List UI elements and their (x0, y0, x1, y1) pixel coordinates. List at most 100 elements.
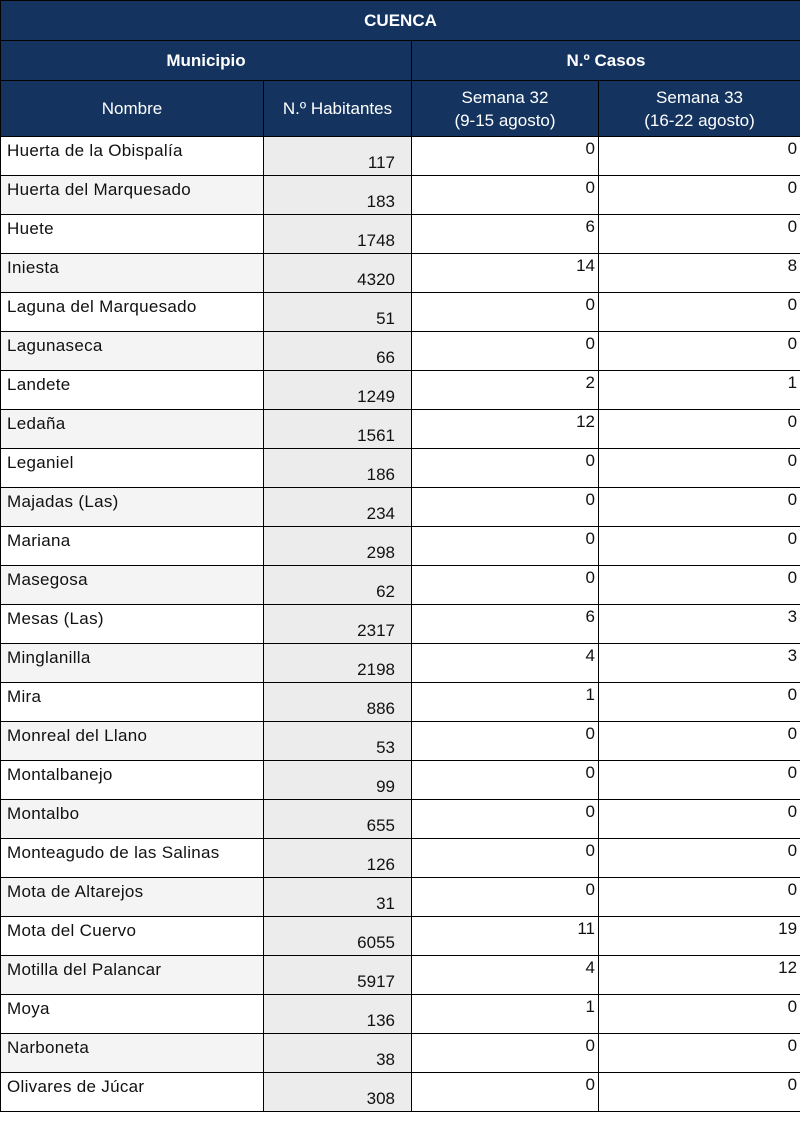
table-row: Masegosa 62 0 0 (0, 565, 800, 605)
cell-nombre: Ledaña (0, 409, 264, 449)
table-row: Ledaña 1561 12 0 (0, 409, 800, 449)
cell-semana-33: 0 (597, 526, 800, 566)
col-semana-33-range: (16-22 agosto) (644, 110, 755, 130)
cell-semana-32: 11 (411, 916, 599, 956)
table-row: Huerta del Marquesado 183 0 0 (0, 175, 800, 215)
table-row: Monreal del Llano 53 0 0 (0, 721, 800, 761)
cell-nombre: Huerta de la Obispalía (0, 136, 264, 176)
cell-semana-33: 0 (597, 799, 800, 839)
cell-semana-33: 0 (597, 721, 800, 761)
cell-habitantes: 66 (263, 331, 412, 371)
cell-semana-33: 8 (597, 253, 800, 293)
cell-semana-33: 0 (597, 838, 800, 878)
table-row: Majadas (Las) 234 0 0 (0, 487, 800, 527)
cell-nombre: Landete (0, 370, 264, 410)
cell-semana-32: 1 (411, 994, 599, 1034)
cell-semana-33: 0 (597, 292, 800, 332)
cell-habitantes: 1249 (263, 370, 412, 410)
cell-semana-32: 0 (411, 838, 599, 878)
cell-semana-32: 2 (411, 370, 599, 410)
cell-semana-32: 0 (411, 877, 599, 917)
cell-nombre: Minglanilla (0, 643, 264, 683)
cell-nombre: Mota del Cuervo (0, 916, 264, 956)
cell-semana-32: 0 (411, 799, 599, 839)
table-row: Mira 886 1 0 (0, 682, 800, 722)
col-semana-32-range: (9-15 agosto) (454, 110, 556, 130)
cell-nombre: Moya (0, 994, 264, 1034)
table-row: Laguna del Marquesado 51 0 0 (0, 292, 800, 332)
cell-habitantes: 234 (263, 487, 412, 527)
cell-semana-33: 0 (597, 331, 800, 371)
cell-habitantes: 136 (263, 994, 412, 1034)
table-row: Mota de Altarejos 31 0 0 (0, 877, 800, 917)
cell-habitantes: 5917 (263, 955, 412, 995)
cell-habitantes: 1748 (263, 214, 412, 254)
col-habitantes: N.º Habitantes (263, 80, 412, 137)
cell-nombre: Mota de Altarejos (0, 877, 264, 917)
cell-semana-33: 12 (597, 955, 800, 995)
col-semana-33-label: Semana 33 (656, 87, 743, 107)
cell-semana-32: 0 (411, 1072, 599, 1112)
table-row: Mesas (Las) 2317 6 3 (0, 604, 800, 644)
cell-nombre: Monteagudo de las Salinas (0, 838, 264, 878)
cell-semana-32: 6 (411, 604, 599, 644)
cell-habitantes: 53 (263, 721, 412, 761)
cell-nombre: Laguna del Marquesado (0, 292, 264, 332)
cell-semana-32: 0 (411, 526, 599, 566)
col-nombre: Nombre (0, 80, 264, 137)
cell-habitantes: 298 (263, 526, 412, 566)
cell-semana-33: 3 (597, 604, 800, 644)
table-row: Motilla del Palancar 5917 4 12 (0, 955, 800, 995)
table-row: Mariana 298 0 0 (0, 526, 800, 566)
cell-semana-33: 0 (597, 1033, 800, 1073)
table-row: Leganiel 186 0 0 (0, 448, 800, 488)
cell-semana-33: 0 (597, 760, 800, 800)
cell-nombre: Mesas (Las) (0, 604, 264, 644)
cell-semana-33: 0 (597, 487, 800, 527)
cell-semana-33: 0 (597, 136, 800, 176)
cell-habitantes: 31 (263, 877, 412, 917)
cell-semana-33: 19 (597, 916, 800, 956)
cell-semana-32: 6 (411, 214, 599, 254)
cell-semana-33: 0 (597, 175, 800, 215)
table-row: Lagunaseca 66 0 0 (0, 331, 800, 371)
cell-semana-33: 0 (597, 682, 800, 722)
table-row: Minglanilla 2198 4 3 (0, 643, 800, 683)
table-row: Montalbanejo 99 0 0 (0, 760, 800, 800)
cell-habitantes: 38 (263, 1033, 412, 1073)
cell-semana-33: 0 (597, 994, 800, 1034)
cell-nombre: Huerta del Marquesado (0, 175, 264, 215)
cell-nombre: Narboneta (0, 1033, 264, 1073)
cell-habitantes: 6055 (263, 916, 412, 956)
cell-nombre: Mariana (0, 526, 264, 566)
cell-nombre: Olivares de Júcar (0, 1072, 264, 1112)
cell-semana-33: 0 (597, 1072, 800, 1112)
cell-habitantes: 117 (263, 136, 412, 176)
cell-semana-32: 0 (411, 487, 599, 527)
cell-habitantes: 308 (263, 1072, 412, 1112)
group-municipio: Municipio (0, 40, 412, 81)
table-row: Landete 1249 2 1 (0, 370, 800, 410)
cell-semana-32: 0 (411, 136, 599, 176)
table-row: Iniesta 4320 14 8 (0, 253, 800, 293)
table-row: Montalbo 655 0 0 (0, 799, 800, 839)
cell-nombre: Mira (0, 682, 264, 722)
cell-nombre: Monreal del Llano (0, 721, 264, 761)
cell-habitantes: 4320 (263, 253, 412, 293)
col-semana-33: Semana 33 (16-22 agosto) (597, 80, 800, 137)
table-row: Olivares de Júcar 308 0 0 (0, 1072, 800, 1112)
cell-semana-33: 0 (597, 877, 800, 917)
cell-semana-33: 0 (597, 214, 800, 254)
cell-nombre: Leganiel (0, 448, 264, 488)
cell-nombre: Iniesta (0, 253, 264, 293)
cell-semana-32: 0 (411, 448, 599, 488)
cell-semana-32: 0 (411, 292, 599, 332)
cell-semana-33: 0 (597, 409, 800, 449)
cell-nombre: Lagunaseca (0, 331, 264, 371)
table-row: Huete 1748 6 0 (0, 214, 800, 254)
table-row: Narboneta 38 0 0 (0, 1033, 800, 1073)
cell-habitantes: 62 (263, 565, 412, 605)
cell-habitantes: 886 (263, 682, 412, 722)
cell-semana-32: 4 (411, 955, 599, 995)
